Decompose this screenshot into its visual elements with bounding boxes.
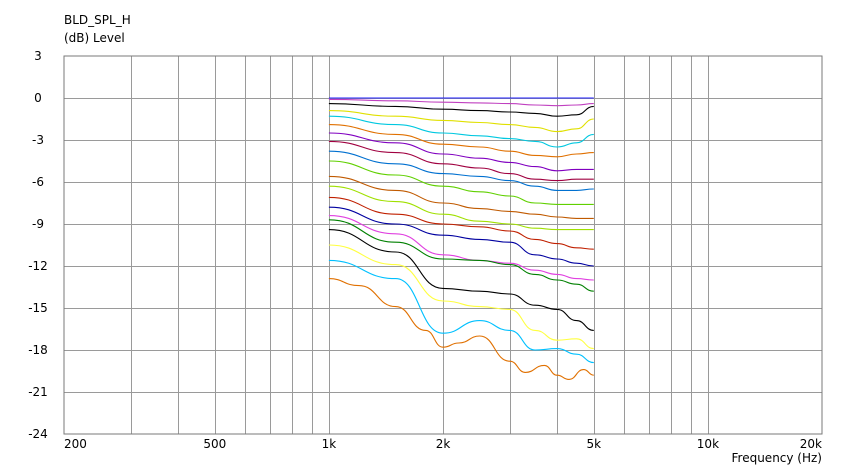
series-line-20: [328, 278, 594, 380]
series-line-13: [328, 196, 594, 250]
series-line-18: [328, 244, 594, 350]
x-tick-label: 2k: [436, 437, 451, 451]
x-axis-ticks: 200 500 1k 2k 5k 10k 20k: [64, 437, 822, 451]
series-line-17: [328, 229, 594, 331]
series-line-2: [328, 98, 594, 107]
x-tick-label: 5k: [587, 437, 602, 451]
series-line-14: [328, 206, 594, 267]
x-tick-label: 500: [203, 437, 226, 451]
y-axis-label: (dB) Level: [64, 31, 125, 45]
y-tick-label: -3: [32, 133, 44, 147]
series-lines: [328, 97, 594, 380]
chart-title: BLD_SPL_H: [64, 13, 131, 27]
y-tick-label: -9: [32, 217, 44, 231]
series-line-8: [328, 140, 594, 182]
series-line-19: [328, 259, 594, 364]
grid-lines: [64, 56, 822, 434]
y-tick-label: -21: [28, 385, 48, 399]
series-line-5: [328, 115, 594, 148]
y-tick-label: 0: [34, 91, 42, 105]
series-line-15: [328, 215, 594, 281]
x-axis-label: Frequency (Hz): [732, 451, 823, 465]
x-tick-label: 20k: [800, 437, 822, 451]
y-axis-ticks: 3 0 -3 -6 -9 -12 -15 -18 -21 -24: [28, 49, 48, 441]
series-line-3: [328, 103, 594, 117]
y-tick-label: 3: [34, 49, 42, 63]
series-line-16: [328, 219, 594, 292]
x-tick-label: 10k: [697, 437, 719, 451]
x-tick-label: 200: [64, 437, 87, 451]
y-tick-label: -24: [28, 427, 48, 441]
series-line-9: [328, 150, 594, 191]
series-line-7: [328, 132, 594, 172]
y-tick-label: -15: [28, 301, 48, 315]
x-tick-label: 1k: [322, 437, 337, 451]
y-tick-label: -6: [32, 175, 44, 189]
series-line-11: [328, 175, 594, 219]
series-line-4: [328, 110, 594, 133]
series-line-12: [328, 185, 594, 231]
series-line-6: [328, 124, 594, 158]
series-line-10: [328, 160, 594, 205]
y-tick-label: -18: [28, 343, 48, 357]
plot-frame: [63, 55, 823, 435]
y-tick-label: -12: [28, 259, 48, 273]
